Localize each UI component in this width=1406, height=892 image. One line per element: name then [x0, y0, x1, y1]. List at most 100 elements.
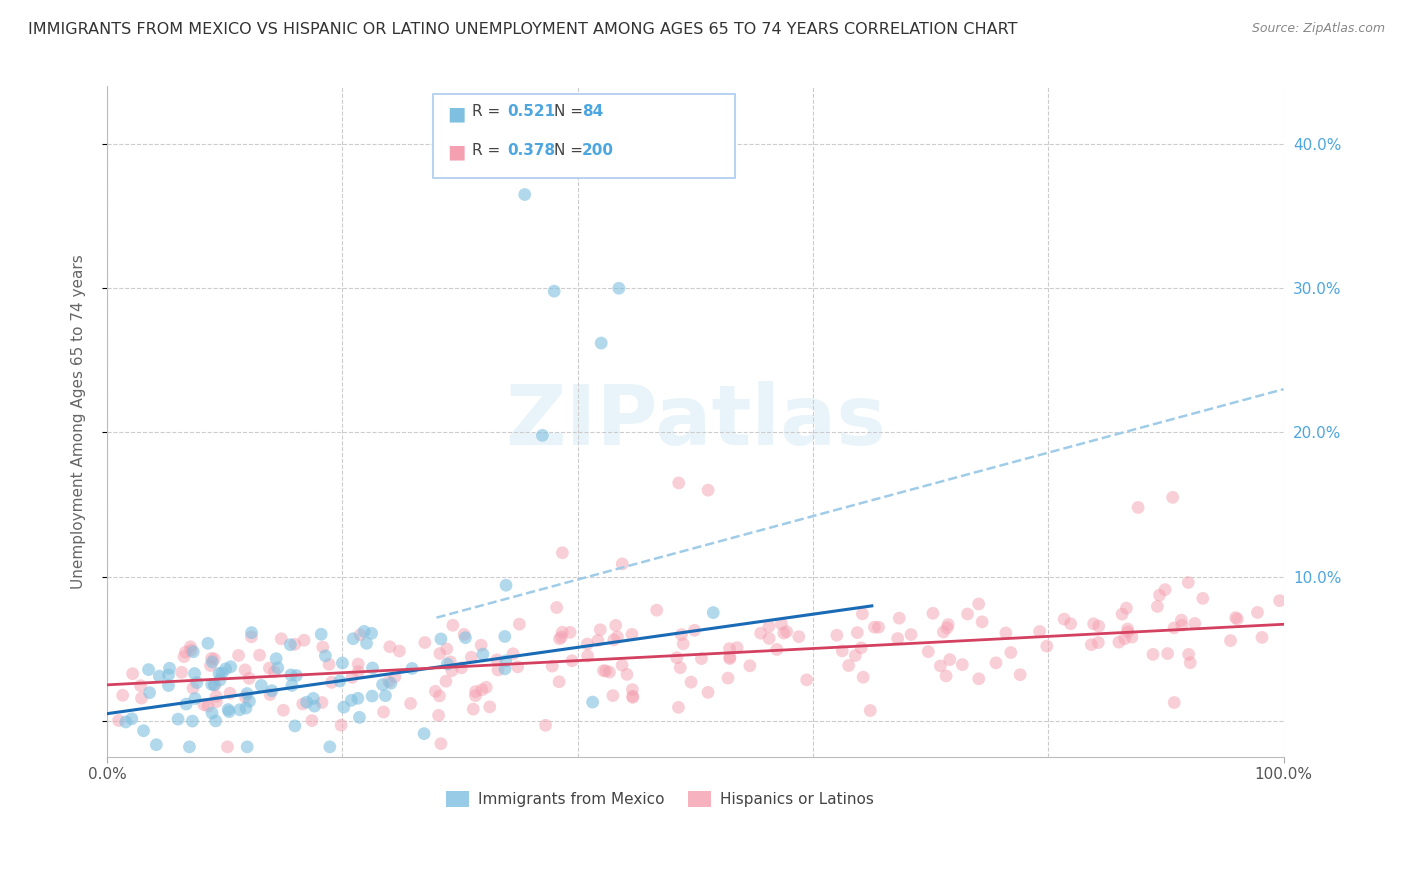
Point [561, 654, 583, 668]
Point [787, 630, 810, 644]
Point [838, 658, 860, 673]
Point [388, 644, 411, 658]
Point [602, 689, 624, 703]
Point [548, 674, 571, 689]
Point [264, 651, 287, 665]
Point [471, 647, 494, 661]
Point [929, 659, 952, 673]
Point [669, 661, 692, 675]
Point [621, 690, 644, 704]
Point [138, 686, 160, 700]
Point [236, 687, 259, 701]
Point [1010, 667, 1032, 681]
Point [616, 667, 638, 681]
Point [1142, 648, 1164, 662]
Point [1087, 619, 1109, 633]
Point [121, 666, 143, 681]
Point [238, 671, 260, 685]
Point [548, 632, 571, 646]
Point [749, 626, 772, 640]
Point [690, 651, 713, 665]
Point [1121, 630, 1143, 644]
Point [401, 661, 423, 675]
Point [543, 284, 565, 298]
Point [541, 659, 564, 673]
Point [159, 661, 181, 675]
Point [831, 644, 853, 658]
Point [329, 673, 352, 688]
Text: ■: ■ [447, 104, 465, 123]
Point [332, 656, 354, 670]
Point [939, 652, 962, 666]
Point [502, 647, 524, 661]
Point [131, 691, 153, 706]
Text: ZIPatlas: ZIPatlas [505, 381, 886, 462]
Point [349, 710, 371, 724]
Point [267, 661, 290, 675]
Point [1108, 635, 1130, 649]
Point [250, 678, 273, 692]
Point [378, 640, 401, 654]
Point [208, 673, 231, 687]
Point [380, 676, 402, 690]
Point [463, 702, 485, 716]
Point [1116, 625, 1139, 640]
Point [107, 714, 129, 728]
Point [558, 625, 581, 640]
Point [697, 685, 720, 699]
Text: IMMIGRANTS FROM MEXICO VS HISPANIC OR LATINO UNEMPLOYMENT AMONG AGES 65 TO 74 YE: IMMIGRANTS FROM MEXICO VS HISPANIC OR LA… [28, 22, 1018, 37]
Point [697, 483, 720, 498]
Point [235, 690, 257, 705]
Point [935, 669, 957, 683]
Point [589, 623, 612, 637]
Point [581, 695, 603, 709]
Point [259, 661, 281, 675]
Point [193, 698, 215, 712]
Point [295, 695, 318, 709]
Text: N =: N = [554, 104, 583, 120]
Point [534, 718, 557, 732]
Point [430, 737, 453, 751]
Point [1116, 622, 1139, 636]
Point [1161, 491, 1184, 505]
Point [197, 636, 219, 650]
Point [439, 655, 461, 669]
Point [340, 670, 363, 684]
Point [1028, 624, 1050, 639]
Point [453, 627, 475, 641]
Point [506, 660, 529, 674]
Text: 84: 84 [582, 104, 603, 120]
Point [281, 678, 304, 692]
Point [1163, 696, 1185, 710]
Point [302, 691, 325, 706]
Point [863, 620, 886, 634]
Point [347, 657, 370, 671]
Point [486, 663, 509, 677]
Point [260, 683, 283, 698]
Point [1180, 656, 1202, 670]
Point [330, 718, 353, 732]
Point [1111, 607, 1133, 621]
Point [672, 637, 695, 651]
Point [284, 637, 307, 651]
Point [121, 712, 143, 726]
Point [846, 625, 869, 640]
Point [551, 546, 574, 560]
Point [546, 600, 568, 615]
Point [494, 662, 516, 676]
Point [377, 674, 399, 689]
Point [1126, 500, 1149, 515]
Point [531, 428, 554, 442]
Point [1036, 639, 1059, 653]
Point [900, 627, 922, 641]
Point [356, 636, 378, 650]
Point [434, 674, 457, 689]
Point [852, 670, 875, 684]
Point [347, 691, 370, 706]
Point [304, 699, 326, 714]
Point [429, 689, 451, 703]
Point [208, 666, 231, 681]
Point [1053, 612, 1076, 626]
Point [967, 597, 990, 611]
Point [278, 638, 301, 652]
